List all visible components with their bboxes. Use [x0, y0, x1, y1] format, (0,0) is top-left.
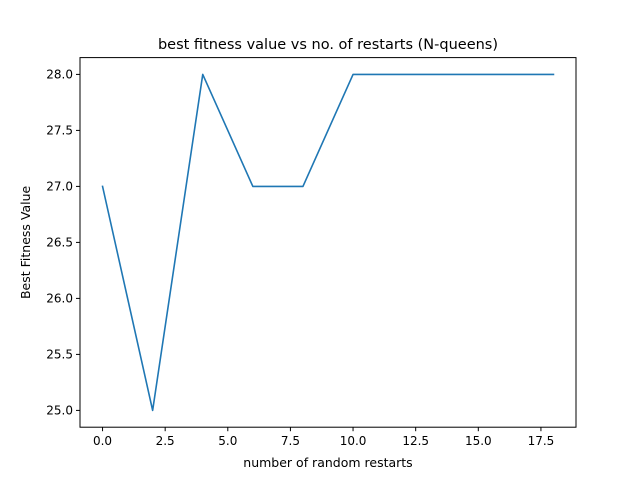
x-tick-label: 2.5	[156, 434, 175, 448]
y-tick-label: 25.5	[46, 348, 73, 362]
x-tick-label: 7.5	[281, 434, 300, 448]
y-tick-label: 25.0	[46, 404, 73, 418]
x-tick-label: 12.5	[402, 434, 429, 448]
y-axis-label: Best Fitness Value	[18, 185, 33, 299]
x-tick-label: 5.0	[218, 434, 237, 448]
y-tick-label: 27.5	[46, 124, 73, 138]
x-tick-label: 0.0	[93, 434, 112, 448]
x-axis-label: number of random restarts	[243, 455, 412, 470]
y-tick-label: 27.0	[46, 180, 73, 194]
y-tick-label: 28.0	[46, 68, 73, 82]
chart-title: best fitness value vs no. of restarts (N…	[158, 37, 498, 53]
y-tick-label: 26.5	[46, 236, 73, 250]
x-tick-label: 10.0	[340, 434, 367, 448]
x-axis: 0.0 2.5 5.0 7.5 10.0 12.5 15.0 17.5	[93, 427, 554, 448]
y-axis: 25.0 25.5 26.0 26.5 27.0 27.5 28.0	[46, 68, 80, 418]
plot-area	[101, 73, 555, 412]
y-tick-label: 26.0	[46, 292, 73, 306]
series-line	[101, 73, 555, 412]
x-tick-label: 17.5	[528, 434, 555, 448]
x-tick-label: 15.0	[465, 434, 492, 448]
